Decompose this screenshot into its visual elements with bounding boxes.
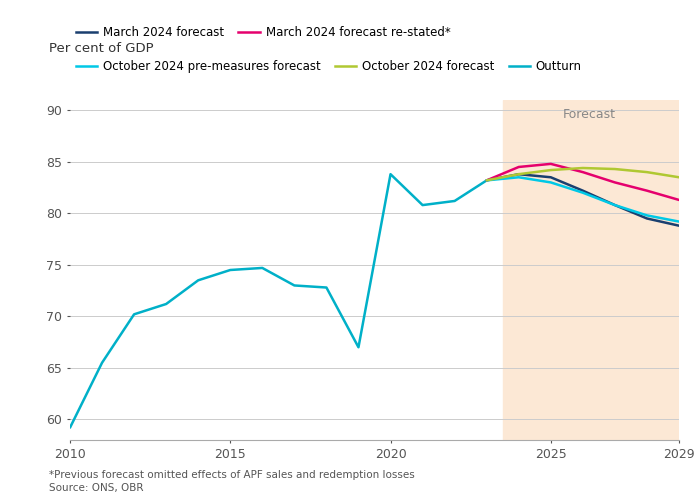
Text: Source: ONS, OBR: Source: ONS, OBR bbox=[49, 483, 144, 493]
Legend: October 2024 pre-measures forecast, October 2024 forecast, Outturn: October 2024 pre-measures forecast, Octo… bbox=[76, 60, 582, 73]
Bar bbox=[503, 100, 679, 440]
Text: *Previous forecast omitted effects of APF sales and redemption losses: *Previous forecast omitted effects of AP… bbox=[49, 470, 414, 480]
Text: Forecast: Forecast bbox=[563, 108, 616, 121]
Text: Per cent of GDP: Per cent of GDP bbox=[49, 42, 153, 56]
